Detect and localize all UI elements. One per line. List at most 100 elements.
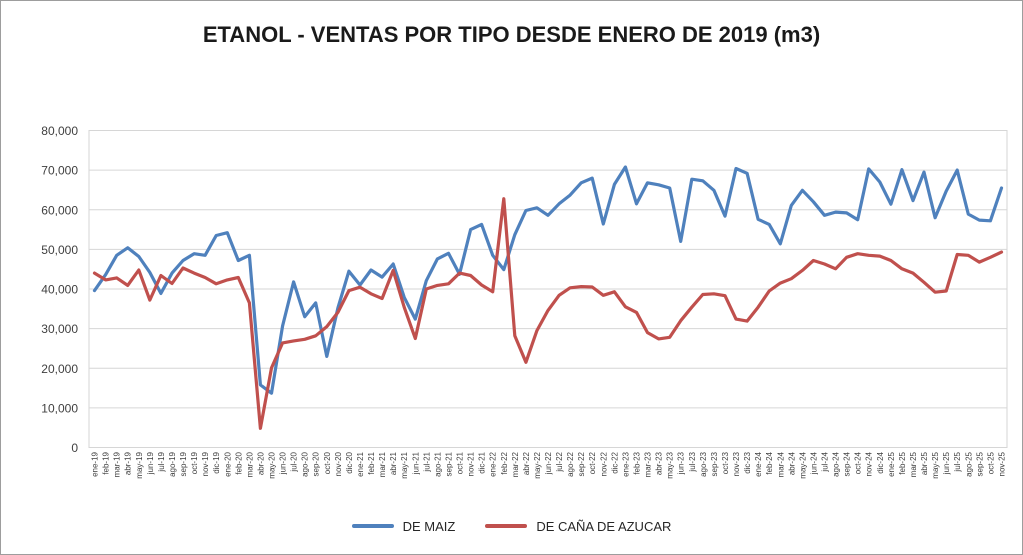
y-axis-label: 50,000 <box>41 243 78 257</box>
y-axis-label: 30,000 <box>41 322 78 336</box>
y-axis-label: 0 <box>71 441 78 455</box>
y-axis-label: 40,000 <box>41 283 78 297</box>
x-axis-label: jul-20 <box>290 451 299 472</box>
x-axis-label: nov-24 <box>865 451 874 476</box>
x-axis-label: ene-24 <box>754 451 763 476</box>
x-axis-label: sep-20 <box>312 451 321 476</box>
x-axis-label: ago-24 <box>832 451 841 476</box>
x-axis-label: dic-24 <box>876 451 885 473</box>
x-axis-label: abr-20 <box>256 451 265 475</box>
x-axis-label: ene-20 <box>223 451 232 476</box>
x-axis-label: abr-21 <box>389 451 398 475</box>
y-axis-label: 20,000 <box>41 362 78 376</box>
chart-title: ETANOL - VENTAS POR TIPO DESDE ENERO DE … <box>202 22 821 47</box>
x-axis-label: ago-19 <box>168 451 177 476</box>
x-axis-label: dic-21 <box>478 451 487 473</box>
x-axis-label: mar-19 <box>113 451 122 477</box>
x-axis-label: ago-25 <box>964 451 973 476</box>
x-axis-label: may-23 <box>666 451 675 478</box>
x-axis-label: ene-25 <box>887 451 896 476</box>
x-axis-label: abr-19 <box>124 451 133 475</box>
x-axis-label: jul-23 <box>688 451 697 472</box>
x-axis-label: mar-25 <box>909 451 918 477</box>
cana-line <box>92 197 1004 430</box>
legend-label-cana: DE CAÑA DE AZUCAR <box>536 518 672 534</box>
x-axis-label: feb-23 <box>632 451 641 474</box>
x-axis-label: jun-21 <box>411 451 420 475</box>
x-axis-label: oct-23 <box>721 451 730 474</box>
x-axis-label: feb-19 <box>102 451 111 474</box>
x-axis-label: mar-23 <box>644 451 653 477</box>
x-axis-label: nov-25 <box>997 451 1006 476</box>
x-axis-label: jun-23 <box>677 451 686 475</box>
x-axis-label: nov-22 <box>599 451 608 476</box>
x-axis-label: ago-23 <box>699 451 708 476</box>
x-axis-label: may-24 <box>798 451 807 478</box>
x-axis-label: nov-23 <box>732 451 741 476</box>
x-axis-label: nov-19 <box>201 451 210 476</box>
x-axis-label: oct-25 <box>986 451 995 474</box>
x-axis-label: abr-23 <box>655 451 664 475</box>
legend-item-maiz[interactable]: DE MAIZ <box>351 518 456 534</box>
x-axis-label: nov-20 <box>334 451 343 476</box>
x-axis-label: feb-24 <box>765 451 774 474</box>
x-axis-label: jun-20 <box>279 451 288 475</box>
x-axis-label: sep-24 <box>843 451 852 476</box>
legend-label-maiz: DE MAIZ <box>402 518 456 534</box>
x-axis-label: may-22 <box>533 451 542 478</box>
x-axis-label: jun-22 <box>544 451 553 475</box>
x-axis-label: oct-21 <box>456 451 465 474</box>
x-axis-label: oct-20 <box>323 451 332 474</box>
x-axis-label: dic-22 <box>610 451 619 473</box>
x-axis-label: mar-21 <box>378 451 387 477</box>
x-axis-label: jun-19 <box>146 451 155 475</box>
x-axis-label: ago-22 <box>566 451 575 476</box>
x-axis-label: feb-22 <box>500 451 509 474</box>
x-axis-label: abr-24 <box>787 451 796 475</box>
x-axis-label: dic-20 <box>345 451 354 473</box>
x-axis-label: may-21 <box>400 451 409 478</box>
x-axis-label: nov-21 <box>467 451 476 476</box>
x-axis-label: ago-20 <box>301 451 310 476</box>
x-axis-label: sep-22 <box>577 451 586 476</box>
x-axis-label: abr-25 <box>920 451 929 475</box>
x-axis-label: jul-22 <box>555 451 564 472</box>
cana-line-swatch <box>485 524 528 528</box>
x-axis-label: sep-21 <box>444 451 453 476</box>
x-axis-label: jun-24 <box>809 451 818 475</box>
x-axis-label: feb-21 <box>367 451 376 474</box>
x-axis-label: abr-22 <box>522 451 531 475</box>
x-axis-label: sep-25 <box>975 451 984 476</box>
maiz-line-swatch <box>351 524 394 528</box>
x-axis-label: jul-24 <box>821 451 830 472</box>
x-axis-label: oct-19 <box>190 451 199 474</box>
x-axis-label: mar-24 <box>776 451 785 477</box>
x-axis-label: sep-23 <box>710 451 719 476</box>
legend-item-cana[interactable]: DE CAÑA DE AZUCAR <box>485 519 671 534</box>
x-axis-label: ene-21 <box>356 451 365 476</box>
x-axis-label: may-19 <box>135 451 144 478</box>
x-axis-label: sep-19 <box>179 451 188 476</box>
y-axis-label: 60,000 <box>41 203 78 217</box>
plot-border <box>88 130 1008 448</box>
x-axis-label: dic-23 <box>743 451 752 473</box>
x-axis-label: ene-19 <box>91 451 100 476</box>
x-axis-label: dic-19 <box>212 451 221 473</box>
x-axis-label: jul-19 <box>157 451 166 472</box>
x-axis-label: jul-25 <box>953 451 962 472</box>
x-axis-label: may-25 <box>931 451 940 478</box>
x-axis-label: feb-20 <box>234 451 243 474</box>
x-axis-label: ene-23 <box>621 451 630 476</box>
x-axis-label: may-20 <box>267 451 276 478</box>
x-axis-label: oct-24 <box>854 451 863 474</box>
x-axis-label: mar-20 <box>245 451 254 477</box>
x-axis-label: jun-25 <box>942 451 951 475</box>
y-axis-label: 70,000 <box>41 164 78 178</box>
x-axis-label: ago-21 <box>433 451 442 476</box>
x-axis-label: ene-22 <box>489 451 498 476</box>
maiz-line <box>92 165 1004 395</box>
y-axis-label: 10,000 <box>41 401 78 415</box>
x-axis-label: mar-22 <box>511 451 520 477</box>
